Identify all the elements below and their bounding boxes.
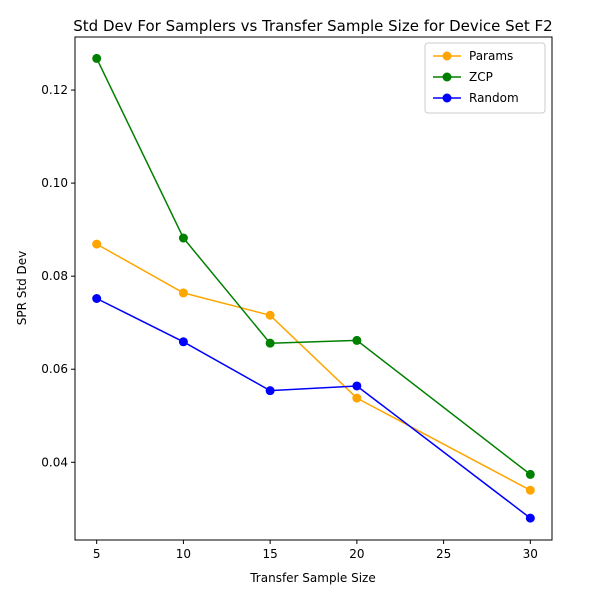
data-point-random: [352, 381, 362, 391]
y-tick-label: 0.04: [41, 455, 68, 469]
data-point-params: [352, 393, 362, 403]
data-point-random: [178, 337, 188, 347]
x-axis-ticks: 5 10 15 20 25 30: [93, 540, 538, 561]
x-tick-label: 20: [349, 547, 364, 561]
y-axis-ticks: 0.04 0.06 0.08 0.10 0.12: [41, 83, 75, 469]
y-tick-label: 0.08: [41, 269, 68, 283]
legend-marker-zcp: [442, 72, 452, 82]
legend-label-random: Random: [469, 91, 519, 105]
legend-label-params: Params: [469, 49, 513, 63]
x-tick-label: 15: [262, 547, 277, 561]
y-tick-label: 0.12: [41, 83, 68, 97]
data-point-params: [92, 239, 102, 249]
data-point-zcp: [352, 335, 362, 345]
series-line-params: [96, 243, 531, 491]
x-tick-label: 10: [176, 547, 191, 561]
series-random: [92, 294, 535, 523]
y-tick-label: 0.10: [41, 176, 68, 190]
data-point-random: [525, 513, 535, 523]
plot-area-frame: [74, 36, 553, 541]
series-line-random: [96, 297, 531, 519]
data-point-params: [265, 310, 275, 320]
x-tick-label: 25: [436, 547, 451, 561]
data-point-random: [92, 294, 102, 304]
y-axis-label: SPR Std Dev: [15, 251, 29, 325]
x-tick-label: 30: [523, 547, 538, 561]
y-tick-label: 0.06: [41, 362, 68, 376]
series-params: [92, 239, 535, 495]
data-point-params: [178, 288, 188, 298]
legend: Params ZCP Random: [424, 42, 546, 114]
chart-title: Std Dev For Samplers vs Transfer Sample …: [73, 17, 552, 35]
data-point-random: [265, 386, 275, 396]
legend-box: [424, 42, 546, 114]
data-point-zcp: [265, 338, 275, 348]
data-point-params: [525, 485, 535, 495]
legend-marker-params: [442, 51, 452, 61]
series-line-zcp: [96, 58, 531, 475]
series-layer: [92, 53, 535, 523]
x-tick-label: 5: [93, 547, 101, 561]
data-point-zcp: [525, 469, 535, 479]
legend-label-zcp: ZCP: [469, 70, 493, 84]
series-zcp: [92, 53, 535, 479]
x-axis-label: Transfer Sample Size: [249, 571, 376, 585]
legend-marker-random: [442, 93, 452, 103]
data-point-zcp: [92, 53, 102, 63]
data-point-zcp: [178, 233, 188, 243]
